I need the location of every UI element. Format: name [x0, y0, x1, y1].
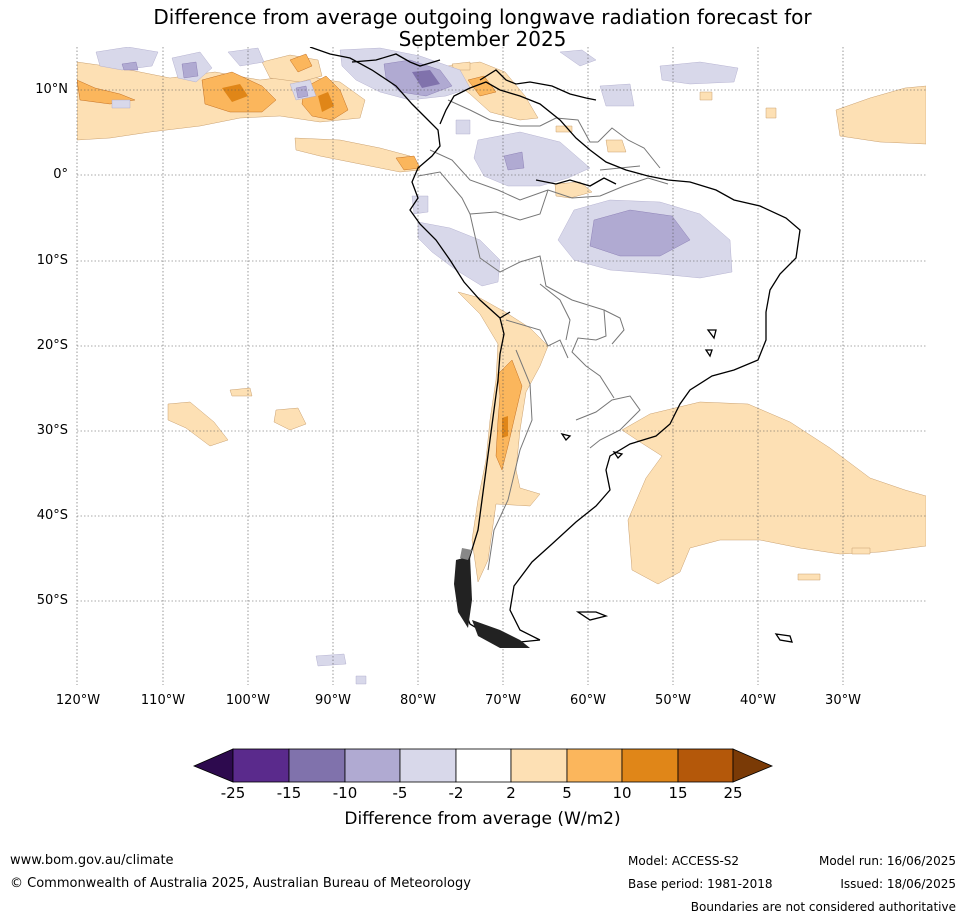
colorbar-bin-5 — [455, 748, 512, 783]
colorbar-below-arrow — [192, 748, 234, 783]
lat-label-0: 0° — [53, 167, 68, 182]
map-title-line2: September 2025 — [398, 27, 567, 51]
colorbar-bin-1 — [232, 748, 290, 783]
colorbar-tick: 25 — [723, 784, 743, 802]
model-run-date: Model run: 16/06/2025 — [818, 854, 956, 868]
colorbar-bin-3 — [344, 748, 401, 783]
lon-label-110w: 110°W — [140, 693, 186, 708]
lat-label-30s: 30°S — [36, 423, 68, 438]
lon-label-80w: 80°W — [400, 693, 436, 708]
colorbar-bin-2 — [288, 748, 346, 783]
colorbar-tick: 2 — [506, 784, 516, 802]
lat-label-10s: 10°S — [36, 253, 68, 268]
colorbar-bin-6 — [510, 748, 568, 783]
colorbar-tick: -10 — [332, 784, 358, 802]
lat-label-40s: 40°S — [36, 508, 68, 523]
colorbar-bin-8 — [621, 748, 679, 783]
copyright-text: © Commonwealth of Australia 2025, Austra… — [10, 876, 471, 891]
issued-date: Issued: 18/06/2025 — [840, 877, 956, 891]
lon-label-30w: 30°W — [825, 693, 861, 708]
colorbar-tick: -25 — [220, 784, 246, 802]
country-boundaries — [417, 99, 669, 571]
lat-label-50s: 50°S — [36, 593, 68, 608]
colorbar-tick: 10 — [612, 784, 632, 802]
colorbar-tick: -5 — [392, 784, 408, 802]
colorbar-tick: 5 — [562, 784, 572, 802]
patagonia-islands — [454, 548, 530, 648]
map-title-line1: Difference from average outgoing longwav… — [153, 5, 812, 29]
lon-label-90w: 90°W — [315, 693, 351, 708]
colorbar — [192, 748, 774, 783]
lon-label-50w: 50°W — [655, 693, 691, 708]
coastlines — [309, 47, 801, 643]
lon-label-40w: 40°W — [740, 693, 776, 708]
website-link[interactable]: www.bom.gov.au/climate — [10, 853, 174, 868]
colorbar-above-arrow — [732, 748, 774, 783]
negative-anomaly-areas — [95, 47, 739, 685]
lat-label-10n: 10°N — [35, 82, 68, 97]
colorbar-bin-7 — [566, 748, 623, 783]
lon-label-120w: 120°W — [55, 693, 101, 708]
strong-positive-areas — [222, 84, 508, 438]
colorbar-bin-4 — [399, 748, 457, 783]
colorbar-tick: -2 — [448, 784, 464, 802]
lat-label-20s: 20°S — [36, 338, 68, 353]
colorbar-tick: -15 — [276, 784, 302, 802]
lon-label-100w: 100°W — [225, 693, 271, 708]
anomaly-shading — [77, 47, 926, 685]
model-name: Model: ACCESS-S2 — [628, 854, 740, 868]
colorbar-title: Difference from average (W/m2) — [344, 809, 621, 829]
strong-negative-areas — [412, 70, 440, 88]
graticule — [76, 47, 926, 685]
lon-label-70w: 70°W — [485, 693, 521, 708]
colorbar-bin-9 — [677, 748, 734, 783]
positive-anomaly-areas — [77, 54, 926, 585]
lon-label-60w: 60°W — [570, 693, 606, 708]
base-period: Base period: 1981-2018 — [628, 877, 773, 891]
colorbar-tick: 15 — [668, 784, 688, 802]
boundaries-disclaimer: Boundaries are not considered authoritat… — [690, 900, 956, 914]
